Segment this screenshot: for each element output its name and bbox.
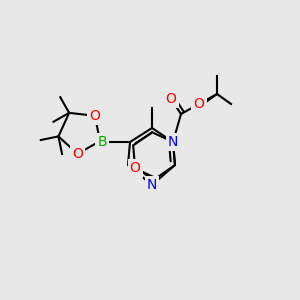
Text: O: O <box>166 92 176 106</box>
Text: O: O <box>72 147 83 161</box>
Text: O: O <box>194 97 204 111</box>
Text: O: O <box>89 109 100 123</box>
Text: N: N <box>147 178 157 192</box>
Text: O: O <box>130 161 141 176</box>
Text: B: B <box>97 135 107 149</box>
Text: N: N <box>168 135 178 149</box>
